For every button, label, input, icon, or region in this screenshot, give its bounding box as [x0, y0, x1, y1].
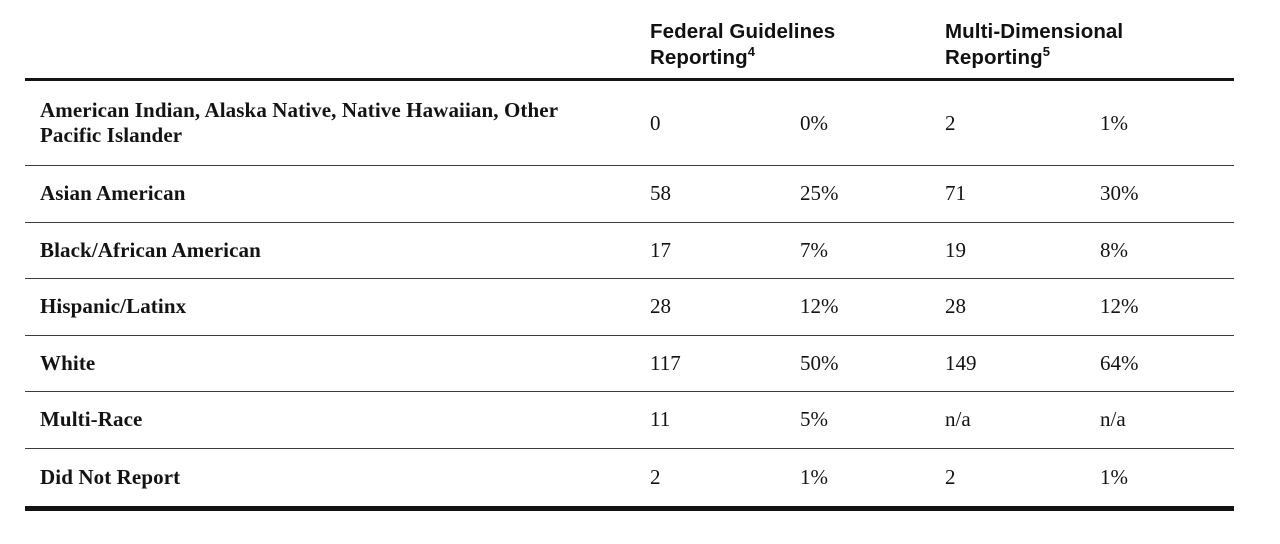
multidim-count-cell: 19 [945, 237, 966, 262]
federal-count-cell: 17 [650, 237, 671, 262]
federal-count-cell: 0 [650, 110, 661, 135]
multidim-count-cell: 28 [945, 294, 966, 319]
multidim-percent-cell: 30% [1100, 181, 1139, 206]
table-row: Did Not Report 2 1% 2 1% [25, 449, 1234, 511]
multidim-percent-cell: 12% [1100, 294, 1139, 319]
multidim-percent-cell: 8% [1100, 237, 1128, 262]
footnote-marker-4: 4 [747, 44, 756, 59]
demographics-table: Federal Guidelines Reporting4 Multi-Dime… [25, 0, 1234, 511]
federal-percent-cell: 0% [800, 110, 828, 135]
column-group-multi-dimensional: Multi-Dimensional Reporting5 [945, 0, 1180, 71]
federal-count-cell: 11 [650, 407, 671, 432]
multidim-percent-cell: 1% [1100, 110, 1128, 135]
federal-count-cell: 117 [650, 350, 681, 375]
footnote-marker-5: 5 [1042, 44, 1051, 59]
row-label: White [40, 350, 96, 375]
multidim-count-cell: n/a [945, 407, 971, 432]
federal-count-cell: 2 [650, 464, 661, 489]
row-label: American Indian, Alaska Native, Native H… [40, 98, 558, 147]
table-row: Black/African American 17 7% 19 8% [25, 223, 1234, 279]
row-label: Did Not Report [40, 464, 181, 489]
column-group-federal-guidelines: Federal Guidelines Reporting4 [650, 0, 885, 71]
federal-percent-cell: 5% [800, 407, 828, 432]
federal-count-cell: 58 [650, 181, 671, 206]
multidim-percent-cell: 64% [1100, 350, 1139, 375]
row-label: Asian American [40, 181, 186, 206]
multidim-count-cell: 2 [945, 464, 956, 489]
column-group-federal-guidelines-label: Federal Guidelines Reporting [650, 20, 836, 69]
multidim-percent-cell: n/a [1100, 407, 1126, 432]
table-header-row: Federal Guidelines Reporting4 Multi-Dime… [25, 0, 1234, 81]
federal-percent-cell: 1% [800, 464, 828, 489]
multidim-count-cell: 2 [945, 110, 956, 135]
multidim-count-cell: 71 [945, 181, 966, 206]
federal-percent-cell: 7% [800, 237, 828, 262]
row-label: Black/African American [40, 237, 261, 262]
table-row: Multi-Race 11 5% n/a n/a [25, 392, 1234, 449]
multidim-count-cell: 149 [945, 350, 977, 375]
multidim-percent-cell: 1% [1100, 464, 1128, 489]
federal-count-cell: 28 [650, 294, 671, 319]
federal-percent-cell: 25% [800, 181, 839, 206]
row-label: Multi-Race [40, 407, 143, 432]
table-row: American Indian, Alaska Native, Native H… [25, 81, 1234, 166]
table-row: Asian American 58 25% 71 30% [25, 166, 1234, 223]
column-group-multi-dimensional-label: Multi-Dimensional Reporting [945, 20, 1124, 69]
row-label: Hispanic/Latinx [40, 294, 187, 319]
federal-percent-cell: 12% [800, 294, 839, 319]
federal-percent-cell: 50% [800, 350, 839, 375]
table-row: Hispanic/Latinx 28 12% 28 12% [25, 279, 1234, 336]
table-row: White 117 50% 149 64% [25, 336, 1234, 392]
